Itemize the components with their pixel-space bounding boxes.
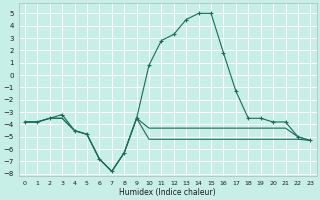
X-axis label: Humidex (Indice chaleur): Humidex (Indice chaleur) (119, 188, 216, 197)
